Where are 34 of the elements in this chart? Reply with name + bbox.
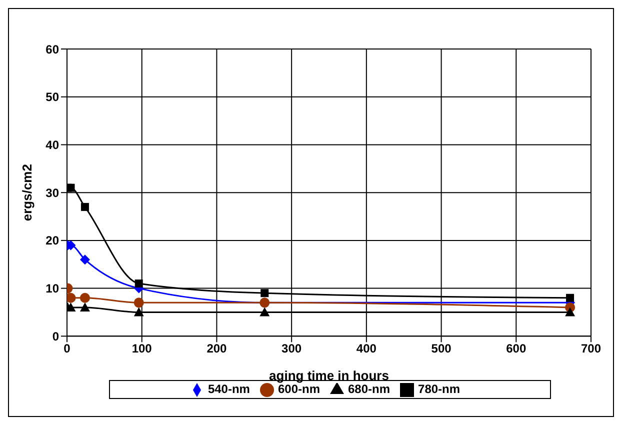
point — [67, 292, 76, 303]
point — [80, 302, 90, 312]
y-tick-label: 60 — [46, 42, 60, 56]
y-tick-label: 40 — [46, 138, 60, 152]
y-tick-label: 10 — [46, 282, 60, 296]
legend-label: 540-nm — [208, 382, 250, 396]
point — [80, 292, 90, 303]
x-tick-label: 400 — [356, 342, 377, 356]
point — [134, 280, 143, 288]
point — [260, 289, 269, 298]
x-tick-label: 100 — [132, 342, 152, 356]
legend-label: 680-nm — [348, 382, 390, 396]
point — [565, 307, 576, 316]
point — [566, 294, 574, 302]
legend-label: 600-nm — [278, 382, 320, 396]
x-tick-label: 300 — [282, 342, 302, 356]
y-tick-label: 20 — [46, 234, 60, 248]
x-tick-label: 200 — [206, 342, 228, 356]
point — [80, 254, 90, 265]
y-axis-title: ergs/cm2 — [20, 164, 35, 222]
point — [80, 202, 89, 211]
legend-label: 780-nm — [418, 382, 460, 396]
x-tick-label: 700 — [580, 342, 602, 356]
y-tick-label: 50 — [46, 90, 60, 104]
point — [134, 307, 144, 316]
point — [134, 298, 144, 308]
point — [67, 184, 75, 192]
y-tick-label: 0 — [52, 329, 60, 344]
y-tick-label: 30 — [46, 186, 60, 200]
x-axis-title: aging time in hours — [269, 368, 389, 384]
point — [260, 307, 270, 316]
x-tick-label: 500 — [431, 342, 452, 356]
x-tick-label: 600 — [506, 342, 526, 356]
x-tick-label: 0 — [64, 342, 71, 356]
